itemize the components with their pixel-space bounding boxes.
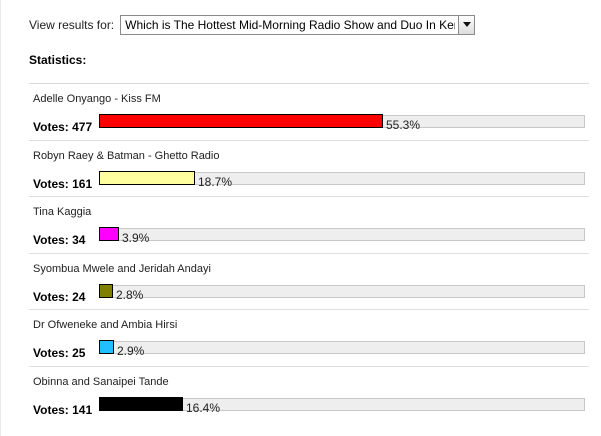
result-item: Obinna and Sanaipei Tande Votes: 141 16.… <box>29 367 589 424</box>
result-bar-track <box>99 228 585 241</box>
vote-count: Votes: 161 <box>33 176 93 191</box>
result-bar-track <box>99 284 585 298</box>
result-bar-track <box>99 341 585 354</box>
divider <box>29 83 589 84</box>
vote-count: Votes: 141 <box>33 402 93 417</box>
candidate-name: Dr Ofweneke and Ambia Hirsi <box>33 319 178 331</box>
result-bar-fill <box>99 283 113 298</box>
result-bar-fill <box>99 114 383 128</box>
result-bar-fill <box>99 170 195 185</box>
result-item: Dr Ofweneke and Ambia Hirsi Votes: 25 2.… <box>29 310 589 367</box>
candidate-name: Tina Kaggia <box>33 206 92 218</box>
candidate-name: Adelle Onyango - Kiss FM <box>33 93 161 105</box>
results-list: Adelle Onyango - Kiss FM Votes: 477 55.3… <box>29 84 589 423</box>
percent-label: 3.9% <box>122 231 150 245</box>
result-bar-fill <box>99 227 119 241</box>
candidate-name: Robyn Raey & Batman - Ghetto Radio <box>33 149 220 162</box>
result-item: Tina Kaggia Votes: 34 3.9% <box>29 197 589 254</box>
vote-count: Votes: 25 <box>33 346 86 360</box>
result-bar-fill <box>99 396 183 411</box>
poll-select-value: Which is The Hottest Mid-Morning Radio S… <box>125 18 456 32</box>
candidate-name: Obinna and Sanaipei Tande <box>33 375 169 388</box>
percent-label: 55.3% <box>386 118 421 132</box>
result-item: Robyn Raey & Batman - Ghetto Radio Votes… <box>29 141 589 197</box>
result-bar-fill <box>99 340 114 354</box>
vote-count: Votes: 34 <box>33 233 86 247</box>
result-item: Syombua Mwele and Jeridah Andayi Votes: … <box>29 254 589 310</box>
vote-count: Votes: 477 <box>33 120 93 134</box>
vote-count: Votes: 24 <box>33 289 86 304</box>
percent-label: 2.8% <box>116 287 144 302</box>
view-results-row: View results for: Which is The Hottest M… <box>29 13 476 37</box>
percent-label: 16.4% <box>186 400 221 415</box>
percent-label: 18.7% <box>198 174 233 189</box>
view-results-label: View results for: <box>29 18 115 32</box>
percent-label: 2.9% <box>117 344 145 358</box>
poll-select[interactable]: Which is The Hottest Mid-Morning Radio S… <box>120 15 476 35</box>
result-item: Adelle Onyango - Kiss FM Votes: 477 55.3… <box>29 84 589 141</box>
candidate-name: Syombua Mwele and Jeridah Andayi <box>33 262 211 275</box>
chevron-down-icon[interactable] <box>458 16 475 34</box>
statistics-heading: Statistics: <box>29 53 87 67</box>
